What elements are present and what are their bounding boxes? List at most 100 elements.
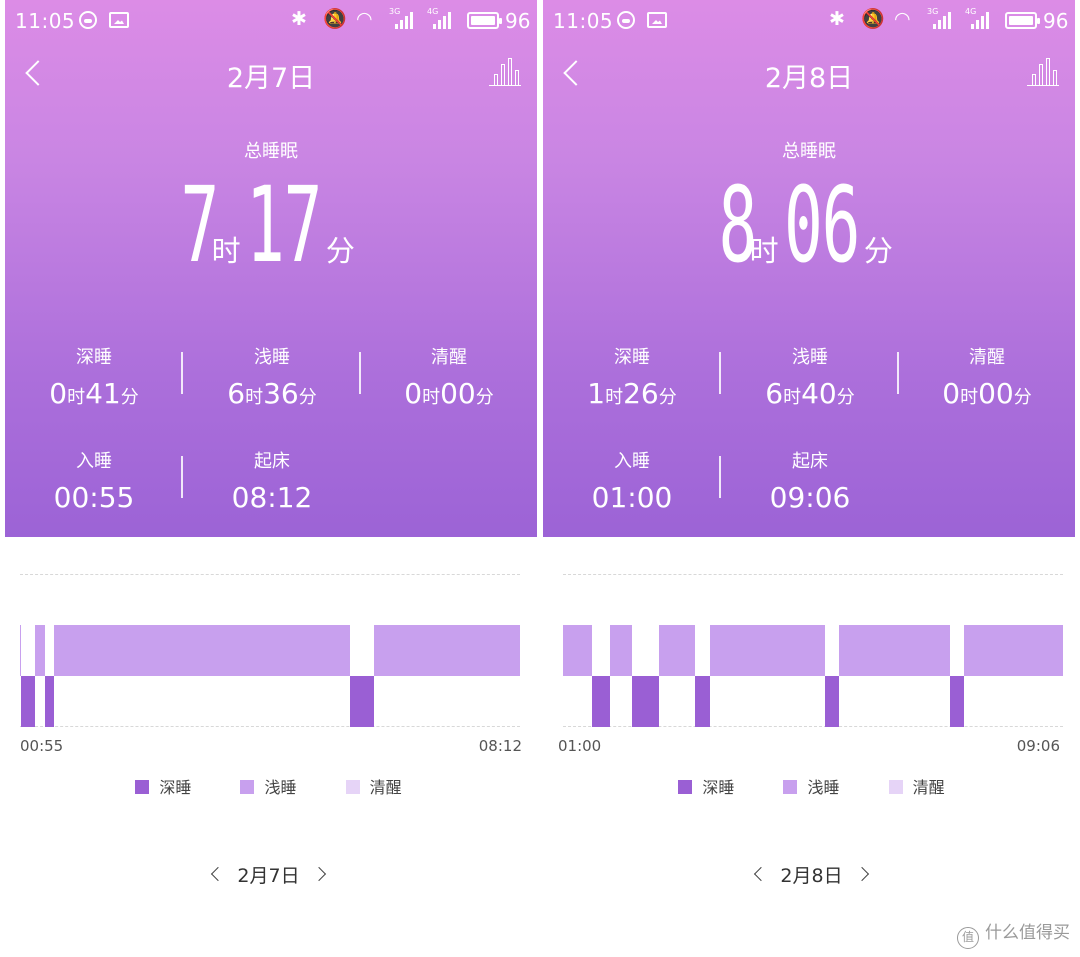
watermark: 值什么值得买 <box>957 918 1070 949</box>
sleep-summary-header: 11:05 ✱ 🔕 ◠ 3G 4G 96 2月7日 总睡眠 7时17 分 深睡 0… <box>5 0 537 537</box>
sleep-screen-left: 11:05 ✱ 🔕 ◠ 3G 4G 96 2月7日 总睡眠 7时17 分 深睡 0… <box>0 0 537 957</box>
time-label: 入睡 <box>76 451 112 472</box>
signal-3g-icon: 3G <box>927 7 951 29</box>
minute-unit: 分 <box>863 234 893 268</box>
date-pager: 2月7日 <box>0 861 537 888</box>
sleep-screen-right: 11:05 ✱ 🔕 ◠ 3G 4G 96 2月8日 总睡眠 8时06 分 深睡 1… <box>543 0 1080 957</box>
sleep-stage-chart: 01:00 09:06 深睡 浅睡 清醒 2月8日 <box>543 537 1080 957</box>
sleep-segment-light <box>610 625 632 676</box>
total-hours: 8 <box>718 164 758 286</box>
wake-up-time: 起床 09:06 <box>730 447 890 514</box>
total-sleep-value: 8时06 分 <box>543 170 1075 280</box>
chart-legend: 深睡 浅睡 清醒 <box>543 774 1080 798</box>
time-label: 入睡 <box>614 451 650 472</box>
next-day-chevron-icon[interactable] <box>311 866 326 882</box>
bluetooth-icon: ✱ <box>829 8 845 30</box>
wifi-icon: ◠ <box>356 8 373 30</box>
stat-value: 0时00分 <box>942 377 1032 410</box>
prev-day-chevron-icon[interactable] <box>211 866 226 882</box>
x-start-label: 00:55 <box>20 737 64 755</box>
stat-value: 6时36分 <box>227 377 317 410</box>
sleep-segment-light <box>964 625 1063 676</box>
stat-value: 1时26分 <box>587 377 677 410</box>
legend-light-swatch <box>783 780 798 794</box>
total-sleep-label: 总睡眠 <box>782 141 836 162</box>
legend-deep-swatch <box>678 780 693 794</box>
pager-date: 2月7日 <box>237 865 300 887</box>
sleep-segment-deep <box>949 676 965 727</box>
deep-sleep-stat: 深睡 0时41分 <box>14 343 174 410</box>
status-time: 11:05 <box>553 9 614 33</box>
total-sleep-label: 总睡眠 <box>244 141 298 162</box>
legend-deep: 深睡 <box>135 774 191 798</box>
x-end-label: 08:12 <box>478 737 522 755</box>
sleep-segment-light <box>563 625 592 676</box>
sleep-segment-deep <box>631 676 659 727</box>
sleep-segment-deep <box>694 676 711 727</box>
time-divider <box>181 456 183 498</box>
time-divider <box>719 456 721 498</box>
status-bar: 11:05 ✱ 🔕 ◠ 3G 4G 96 <box>543 0 1075 42</box>
status-bar: 11:05 ✱ 🔕 ◠ 3G 4G 96 <box>5 0 537 42</box>
total-minutes: 17 <box>245 164 322 286</box>
next-day-chevron-icon[interactable] <box>854 866 869 882</box>
legend-awake-swatch <box>888 780 903 794</box>
wake-up-time: 起床 08:12 <box>192 447 352 514</box>
prev-day-chevron-icon[interactable] <box>754 866 769 882</box>
status-time: 11:05 <box>15 9 76 33</box>
stat-label: 浅睡 <box>792 347 828 368</box>
fall-asleep-time: 入睡 00:55 <box>14 447 174 514</box>
page-title: 2月7日 <box>226 63 316 94</box>
sleep-stage-chart: 00:55 08:12 深睡 浅睡 清醒 2月7日 <box>0 537 537 957</box>
stat-label: 深睡 <box>76 347 112 368</box>
bar-chart-icon[interactable] <box>1027 58 1059 86</box>
stat-label: 深睡 <box>614 347 650 368</box>
sleep-segment-light <box>658 625 695 676</box>
image-notification-icon <box>109 12 129 28</box>
time-label: 起床 <box>792 451 828 472</box>
wifi-icon: ◠ <box>894 8 911 30</box>
sleep-segment-light <box>838 625 950 676</box>
chart-legend: 深睡 浅睡 清醒 <box>0 774 537 798</box>
total-minutes: 06 <box>783 164 860 286</box>
sleep-segment-light <box>373 625 520 676</box>
stat-label: 清醒 <box>969 347 1005 368</box>
light-sleep-stat: 浅睡 6时36分 <box>192 343 352 410</box>
legend-light: 浅睡 <box>783 774 840 798</box>
date-pager: 2月8日 <box>543 861 1080 888</box>
time-value: 09:06 <box>769 481 851 514</box>
stat-value: 0时00分 <box>404 377 494 410</box>
app-notification-icon <box>79 11 97 29</box>
legend-deep: 深睡 <box>678 774 734 798</box>
stat-label: 清醒 <box>431 347 467 368</box>
watermark-logo-icon: 值 <box>957 927 979 949</box>
hour-unit: 时 <box>211 234 241 268</box>
bar-chart-icon[interactable] <box>489 58 521 86</box>
fall-asleep-time: 入睡 01:00 <box>552 447 712 514</box>
stat-divider <box>181 352 183 394</box>
stat-divider <box>897 352 899 394</box>
sleep-segment-light <box>54 625 350 676</box>
battery-icon <box>467 12 502 29</box>
sleep-segment-deep <box>21 676 35 727</box>
app-notification-icon <box>617 11 635 29</box>
legend-light: 浅睡 <box>240 774 297 798</box>
sleep-segment-light <box>710 625 826 676</box>
chart-top-gridline <box>20 574 520 575</box>
sleep-segment-deep <box>825 676 839 727</box>
chart-top-gridline <box>563 574 1063 575</box>
mute-icon: 🔕 <box>861 8 885 30</box>
stat-value: 6时40分 <box>765 377 855 410</box>
bluetooth-icon: ✱ <box>291 8 307 30</box>
stat-label: 浅睡 <box>254 347 290 368</box>
light-sleep-stat: 浅睡 6时40分 <box>730 343 890 410</box>
x-start-label: 01:00 <box>558 737 602 755</box>
legend-awake: 清醒 <box>345 774 402 798</box>
sleep-segment-deep <box>349 676 374 727</box>
mute-icon: 🔕 <box>323 8 347 30</box>
watermark-text: 什么值得买 <box>985 923 1070 943</box>
sleep-summary-header: 11:05 ✱ 🔕 ◠ 3G 4G 96 2月8日 总睡眠 8时06 分 深睡 1… <box>543 0 1075 537</box>
battery-level: 96 <box>1043 9 1069 33</box>
stat-value: 0时41分 <box>49 377 139 410</box>
legend-awake-swatch <box>345 780 360 794</box>
